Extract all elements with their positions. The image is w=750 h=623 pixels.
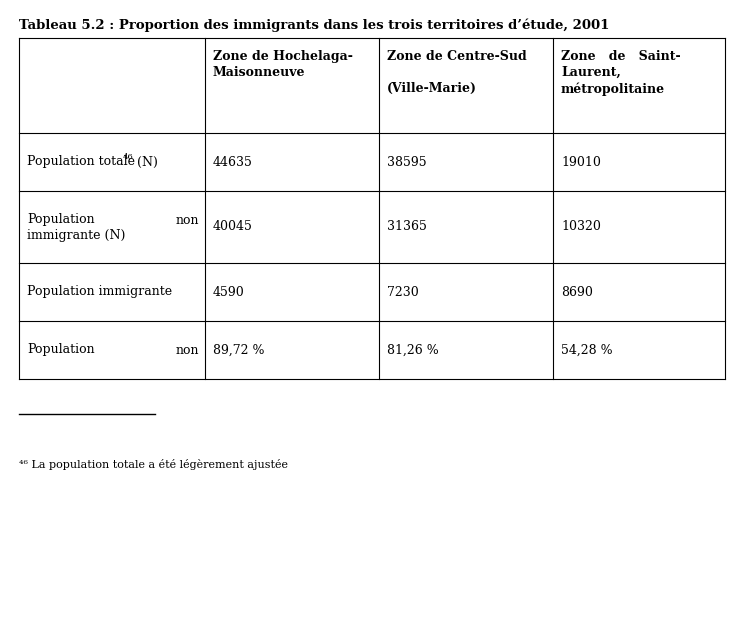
Text: 7230: 7230	[387, 285, 418, 298]
Text: 46: 46	[123, 153, 134, 161]
Text: 4590: 4590	[213, 285, 244, 298]
Text: Zone de Centre-Sud: Zone de Centre-Sud	[387, 50, 526, 63]
Text: Zone de Hochelaga-: Zone de Hochelaga-	[213, 50, 352, 63]
Text: Population immigrante: Population immigrante	[27, 285, 172, 298]
Text: métropolitaine: métropolitaine	[561, 82, 665, 95]
Text: (Ville-Marie): (Ville-Marie)	[387, 82, 477, 95]
Text: Population totale: Population totale	[27, 156, 135, 168]
Text: non: non	[176, 343, 200, 356]
Text: 54,28 %: 54,28 %	[561, 343, 613, 356]
Text: Population: Population	[27, 214, 94, 227]
Text: Tableau 5.2 : Proportion des immigrants dans les trois territoires d’étude, 2001: Tableau 5.2 : Proportion des immigrants …	[20, 18, 610, 32]
Text: Maisonneuve: Maisonneuve	[213, 66, 305, 79]
Text: 31365: 31365	[387, 221, 427, 234]
Text: 10320: 10320	[561, 221, 601, 234]
Text: 19010: 19010	[561, 156, 601, 168]
Text: (N): (N)	[133, 156, 158, 168]
Text: Laurent,: Laurent,	[561, 66, 621, 79]
Text: Zone   de   Saint-: Zone de Saint-	[561, 50, 680, 63]
Text: 8690: 8690	[561, 285, 592, 298]
Text: 38595: 38595	[387, 156, 427, 168]
Text: 81,26 %: 81,26 %	[387, 343, 439, 356]
Text: 89,72 %: 89,72 %	[213, 343, 264, 356]
Text: non: non	[176, 214, 200, 227]
Text: 40045: 40045	[213, 221, 253, 234]
Text: Population: Population	[27, 343, 94, 356]
Text: ⁴⁶ La population totale a été légèrement ajustée: ⁴⁶ La population totale a été légèrement…	[20, 459, 288, 470]
Text: immigrante (N): immigrante (N)	[27, 229, 125, 242]
Text: 44635: 44635	[213, 156, 253, 168]
